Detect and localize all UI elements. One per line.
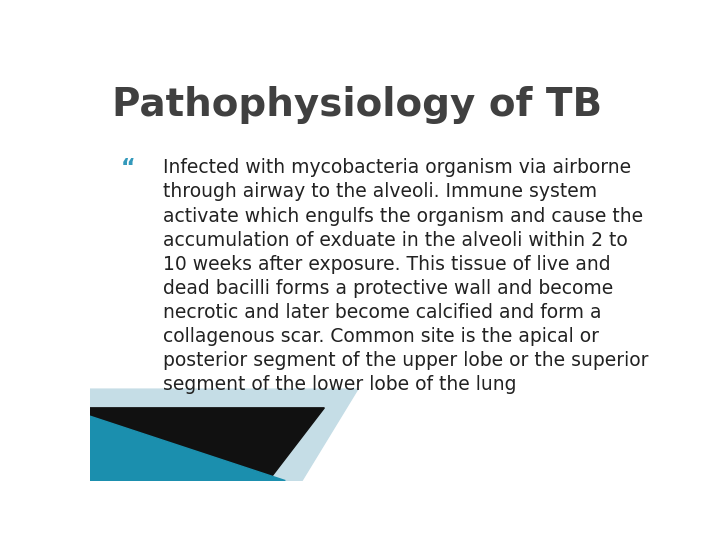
Polygon shape bbox=[90, 408, 324, 481]
Text: Infected with mycobacteria organism via airborne: Infected with mycobacteria organism via … bbox=[163, 158, 631, 177]
Polygon shape bbox=[90, 389, 358, 481]
Text: collagenous scar. Common site is the apical or: collagenous scar. Common site is the api… bbox=[163, 327, 598, 346]
Text: Pathophysiology of TB: Pathophysiology of TB bbox=[112, 85, 603, 124]
Text: segment of the lower lobe of the lung: segment of the lower lobe of the lung bbox=[163, 375, 516, 394]
Text: accumulation of exduate in the alveoli within 2 to: accumulation of exduate in the alveoli w… bbox=[163, 231, 627, 249]
Text: through airway to the alveoli. Immune system: through airway to the alveoli. Immune sy… bbox=[163, 183, 597, 201]
Text: “: “ bbox=[121, 158, 135, 178]
Text: necrotic and later become calcified and form a: necrotic and later become calcified and … bbox=[163, 303, 601, 322]
Text: dead bacilli forms a protective wall and become: dead bacilli forms a protective wall and… bbox=[163, 279, 613, 298]
Polygon shape bbox=[90, 416, 285, 481]
Text: activate which engulfs the organism and cause the: activate which engulfs the organism and … bbox=[163, 207, 643, 226]
Text: 10 weeks after exposure. This tissue of live and: 10 weeks after exposure. This tissue of … bbox=[163, 255, 610, 274]
Text: posterior segment of the upper lobe or the superior: posterior segment of the upper lobe or t… bbox=[163, 352, 648, 370]
